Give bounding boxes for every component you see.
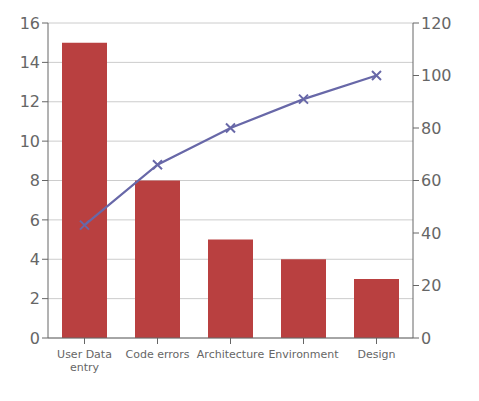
svg-text:Code errors: Code errors (125, 348, 189, 361)
svg-text:0: 0 (30, 329, 40, 348)
svg-text:User Dataentry: User Dataentry (57, 348, 112, 374)
svg-text:80: 80 (421, 119, 441, 138)
svg-text:12: 12 (20, 92, 40, 111)
svg-text:100: 100 (421, 66, 452, 85)
svg-text:Environment: Environment (268, 348, 339, 361)
svg-text:4: 4 (30, 250, 40, 269)
svg-text:16: 16 (20, 14, 40, 33)
svg-text:40: 40 (421, 224, 441, 243)
svg-text:120: 120 (421, 14, 452, 33)
svg-text:2: 2 (30, 289, 40, 308)
svg-text:0: 0 (421, 329, 431, 348)
svg-text:Architecture: Architecture (197, 348, 265, 361)
svg-text:Design: Design (358, 348, 396, 361)
svg-text:20: 20 (421, 276, 441, 295)
svg-text:10: 10 (20, 132, 40, 151)
svg-text:60: 60 (421, 171, 441, 190)
svg-text:8: 8 (30, 171, 40, 190)
svg-text:14: 14 (20, 53, 40, 72)
svg-text:6: 6 (30, 211, 40, 230)
